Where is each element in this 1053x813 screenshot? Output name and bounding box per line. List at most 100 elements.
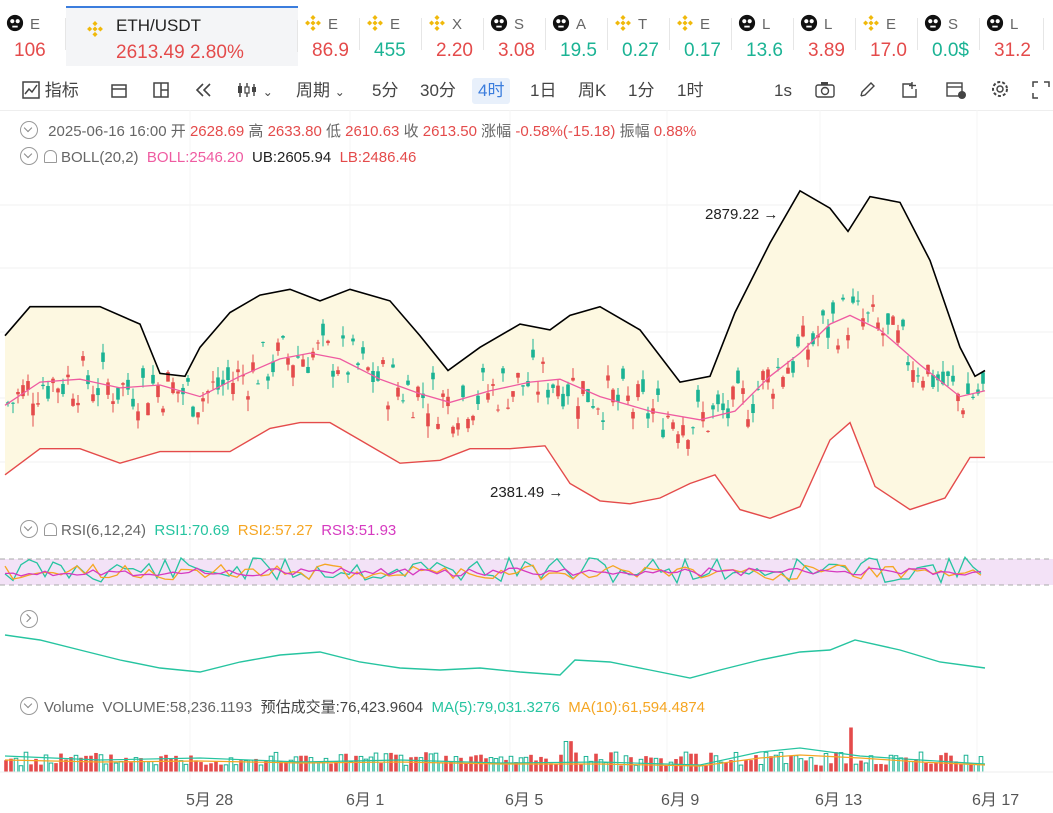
draw-button[interactable] [858,78,878,104]
volume-bar [233,764,239,773]
period-1h[interactable]: 1时 [677,81,704,100]
symbol-tab-2[interactable]: E 86.9 [298,6,360,66]
symbol-tab-11[interactable]: E 17.0 [856,6,918,66]
bell-icon[interactable] [44,150,57,163]
change-key: 涨幅 [481,123,512,140]
candle-body [526,380,530,387]
candle-body [811,333,815,345]
period-1m[interactable]: 1分 [628,81,655,100]
candle-body [261,341,265,343]
candle-body [501,368,505,374]
chart-type-button[interactable] [110,78,128,104]
volume-bar [89,755,93,772]
bell-icon[interactable] [44,523,57,536]
period-4h[interactable]: 4时 [472,78,511,104]
period-5m[interactable]: 5分 [372,81,399,100]
candle-body [331,370,335,377]
period-30m[interactable]: 30分 [420,81,456,100]
candle-body [756,388,760,390]
volume-bar [544,758,548,772]
candle-body [906,362,910,366]
indicator-button[interactable]: 指标 [22,78,79,104]
volume-bar [488,757,494,773]
symbol-tab-13[interactable]: L 31.2 [980,6,1044,66]
candle-body [546,389,550,398]
candle-body [591,406,595,408]
tab-divider [65,18,66,50]
period-1s[interactable]: 1s [774,81,792,100]
volume-bar [773,754,779,773]
symbol-tab-8[interactable]: E 0.17 [670,6,732,66]
period-dropdown[interactable]: 周期 ⌄ [296,78,345,104]
candle-body [56,388,60,393]
indicator-line [4,634,986,679]
volume-bar [969,763,973,772]
volume-bar [453,756,459,773]
volume-bar [219,764,223,772]
candle-body [641,379,645,392]
collapse-toggle-icon[interactable] [20,697,38,715]
volume-bar [98,754,104,773]
screenshot-button[interactable] [815,78,835,104]
candle-body [901,319,905,327]
symbol-tab-12[interactable]: S 0.0$ [918,6,980,66]
binance-icon [615,15,631,31]
candle-body [366,367,370,371]
fullscreen-button[interactable] [1032,78,1050,104]
symbol-tab-10[interactable]: L 3.89 [794,6,856,66]
collapse-toggle-icon[interactable] [20,121,38,139]
tab-divider [607,18,608,50]
candle-body [361,347,365,354]
candle-body [521,385,525,387]
add-window-button[interactable] [900,78,920,104]
volume-value: VOLUME:58,236.1193 [102,699,253,716]
candle-style-button[interactable]: ⌄ [236,78,273,104]
symbol-tab-6[interactable]: A 19.5 [546,6,608,66]
chevron-down-icon: ⌄ [334,85,345,99]
candle-body [781,377,785,387]
symbol-tab-4[interactable]: X 2.20 [422,6,484,66]
symbol-tab-5[interactable]: S 3.08 [484,6,546,66]
candle-body [376,371,380,381]
candle-body [561,393,565,407]
symbol-tab-9[interactable]: L 13.6 [732,6,794,66]
symbol-tab-1[interactable]: ETH/USDT 2613.49 2.80% [66,6,298,66]
collapse-toggle-icon[interactable] [20,520,38,538]
template-button[interactable] [945,78,967,104]
tab-divider [297,20,298,52]
candle-body [771,393,775,399]
candle-body [876,322,880,329]
candle-body [416,386,420,398]
period-1d[interactable]: 1日 [530,81,557,100]
volume-bar [934,762,938,772]
candle-body [11,402,15,404]
candle-body [736,370,740,384]
volume-bar [318,761,324,773]
settings-button[interactable] [990,78,1010,104]
skull-icon [800,14,818,32]
candle-body [981,372,985,384]
layout-button[interactable] [152,78,170,104]
volume-bar [169,759,173,772]
volume-bar [148,761,154,773]
period-week[interactable]: 周K [578,81,607,100]
volume-bar [129,762,133,772]
volume-bar [704,765,708,772]
candle-body [631,411,635,419]
candle-body [796,336,800,347]
symbol-tab-3[interactable]: E 455 [360,6,422,66]
volume-bar [334,761,338,772]
candle-body [971,396,975,398]
symbol-price: 0.27 [622,40,659,61]
candle-body [676,434,680,443]
symbol-tab-7[interactable]: T 0.27 [608,6,670,66]
collapse-toggle-icon[interactable] [20,147,38,165]
expand-toggle-icon[interactable] [20,610,38,628]
volume-bar [664,765,668,772]
replay-button[interactable] [194,78,214,104]
candle-body [516,372,520,378]
candle-body [456,423,460,430]
candle-body [381,360,385,365]
symbol-tab-0[interactable]: E 106 [0,6,66,66]
